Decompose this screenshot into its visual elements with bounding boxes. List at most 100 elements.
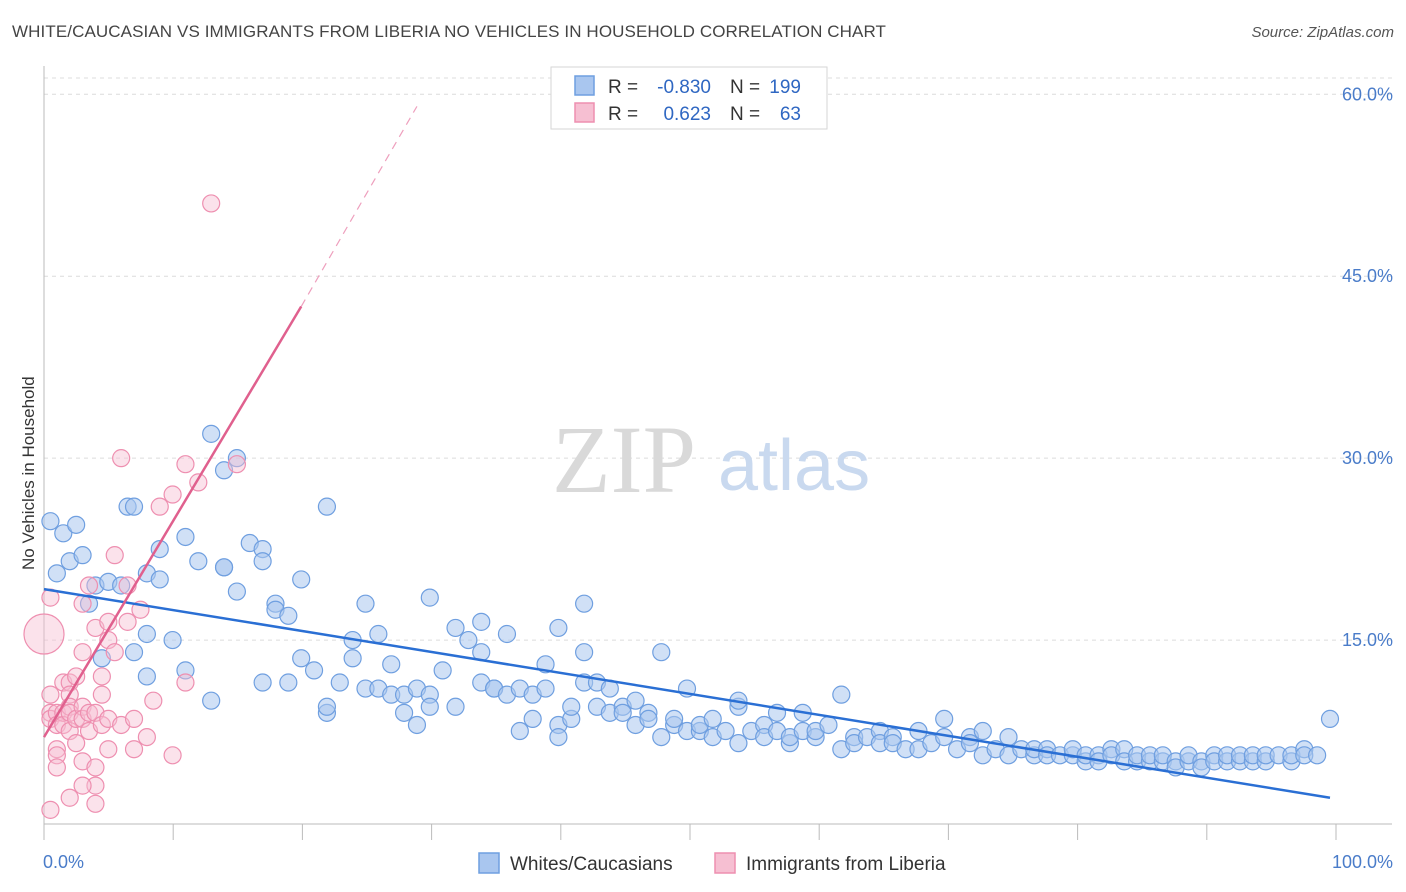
bottom-legend-swatch-liberia	[714, 852, 736, 874]
liberia-point-24	[73, 594, 92, 613]
liberia-point-19	[67, 734, 86, 753]
whites-point-12	[124, 643, 144, 662]
liberia-point-42	[112, 449, 131, 468]
whites-point-22	[189, 552, 208, 571]
whites-point-17	[150, 539, 169, 559]
liberia-point-2	[41, 685, 60, 704]
chart-title: WHITE/CAUCASIAN VS IMMIGRANTS FROM LIBER…	[12, 22, 887, 41]
tick-labels: 15.0% 30.0% 45.0% 60.0% 0.0% 100.0%	[43, 84, 1393, 872]
x-tick-label-0: 0.0%	[43, 852, 84, 872]
whites-point-47	[356, 594, 375, 613]
whites-point-13	[124, 497, 144, 516]
liberia-point-58	[227, 455, 246, 474]
liberia-point-57	[202, 194, 221, 213]
x-tick-label-1: 100.0%	[1332, 852, 1393, 872]
whites-point-27	[214, 558, 234, 577]
liberia-point-61	[41, 800, 60, 819]
whites-point-62	[446, 697, 465, 716]
watermark-zip: ZIP	[552, 406, 696, 513]
whites-point-142	[999, 727, 1018, 747]
series-whites-points	[41, 424, 1340, 777]
whites-point-53	[394, 703, 414, 722]
whites-point-79	[549, 618, 568, 638]
liberia-point-54	[176, 673, 195, 692]
y-tick-label-1: 30.0%	[1342, 448, 1393, 468]
whites-point-1	[47, 564, 66, 583]
trend-line-liberia-extension	[300, 106, 418, 307]
legend-n-label-2: N =	[730, 104, 760, 125]
liberia-point-62	[73, 776, 92, 795]
watermark-atlas: atlas	[718, 426, 870, 506]
whites-point-33	[253, 673, 272, 692]
whites-point-23	[202, 691, 221, 710]
liberia-point-50	[144, 691, 163, 710]
source-credit: Source: ZipAtlas.com	[1251, 24, 1394, 41]
liberia-point-7	[47, 740, 66, 759]
legend-swatch-blue	[574, 75, 595, 96]
whites-point-10	[112, 576, 131, 595]
whites-point-44	[330, 673, 349, 692]
liberia-point-32	[86, 794, 105, 813]
whites-point-188	[1320, 709, 1340, 729]
liberia-point-34	[92, 685, 111, 704]
liberia-point-40	[105, 546, 124, 565]
trend-line-whites	[43, 587, 1331, 799]
bottom-legend-label-whites: Whites/Caucasians	[510, 854, 673, 875]
correlation-legend: R = -0.830 N = 199 R = 0.623 N = 63	[550, 66, 828, 130]
liberia-point-30	[86, 758, 105, 777]
whites-point-121	[832, 685, 851, 704]
liberia-point-26	[79, 703, 99, 722]
y-tick-label-2: 45.0%	[1342, 266, 1393, 286]
whites-point-38	[292, 570, 311, 589]
trend-lines	[42, 106, 1331, 799]
whites-point-2	[54, 524, 73, 543]
legend-r-label-1: R =	[608, 77, 638, 98]
whites-point-90	[613, 703, 632, 722]
whites-point-63	[459, 630, 478, 650]
whites-point-76	[536, 679, 555, 698]
whites-point-91	[626, 691, 645, 710]
bottom-legend-swatch-whites	[478, 852, 500, 874]
whites-point-5	[73, 546, 92, 565]
whites-point-94	[639, 709, 658, 729]
gridlines	[44, 77, 1392, 641]
legend-r-value-1: -0.830	[657, 77, 711, 98]
legend-n-value-2: 63	[780, 104, 801, 125]
whites-point-82	[575, 643, 594, 662]
whites-point-105	[716, 721, 735, 741]
whites-point-43	[317, 497, 337, 516]
liberia-point-39	[99, 740, 118, 759]
legend-r-value-2: 0.623	[663, 104, 711, 125]
whites-point-60	[433, 661, 452, 680]
liberia-point-59	[47, 758, 66, 777]
whites-point-78	[549, 727, 568, 747]
liberia-point-31	[86, 776, 105, 795]
axes	[43, 66, 1392, 840]
y-axis-label: No Vehicles in Household	[19, 376, 38, 570]
whites-point-16	[137, 624, 156, 644]
liberia-point-27	[79, 576, 99, 595]
whites-point-69	[497, 624, 517, 644]
liberia-point-52	[163, 485, 182, 504]
liberia-point-20	[73, 643, 92, 662]
whites-point-28	[227, 449, 246, 468]
whites-point-103	[703, 709, 722, 729]
liberia-point-49	[137, 727, 156, 747]
whites-point-71	[510, 721, 529, 741]
whites-point-15	[137, 667, 156, 686]
whites-point-187	[1308, 746, 1327, 765]
whites-point-4	[67, 515, 86, 534]
whites-point-134	[935, 709, 954, 729]
whites-point-81	[562, 697, 581, 716]
whites-point-0	[41, 512, 60, 531]
whites-point-55	[407, 715, 427, 735]
liberia-point-51	[150, 497, 169, 516]
liberia-point-33	[92, 667, 111, 686]
liberia-point-55	[176, 455, 195, 474]
legend-n-value-1: 199	[769, 77, 801, 98]
liberia-point-45	[118, 612, 137, 631]
whites-point-45	[343, 649, 362, 668]
whites-point-42	[317, 697, 337, 716]
whites-point-83	[575, 594, 594, 613]
